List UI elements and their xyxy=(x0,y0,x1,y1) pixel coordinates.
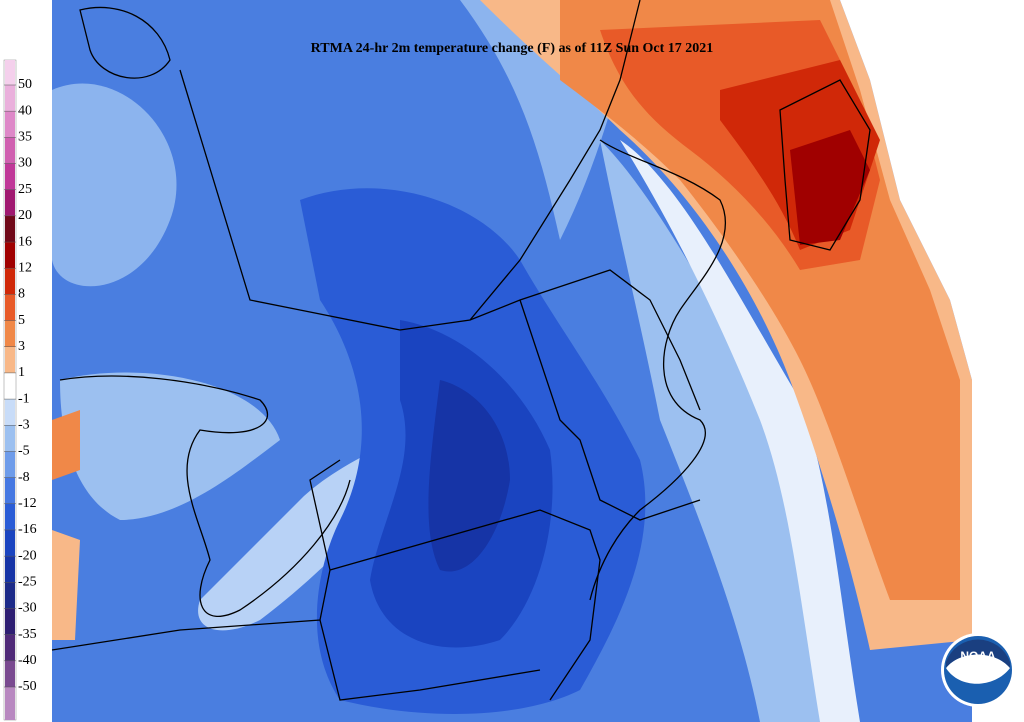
coastline xyxy=(779,79,871,251)
colorbar-swatch xyxy=(5,582,15,609)
colorbar-label: 1 xyxy=(18,365,25,380)
border xyxy=(319,619,541,701)
colorbar-label: 3 xyxy=(18,339,25,354)
coastline xyxy=(59,375,351,617)
noaa-logo: NOAA xyxy=(941,633,1015,707)
colorbar-label: 50 xyxy=(18,77,32,92)
colorbar-swatch xyxy=(5,268,15,295)
colorbar-swatch xyxy=(5,687,15,720)
colorbar-swatch xyxy=(5,399,15,426)
colorbar-swatch xyxy=(5,111,15,138)
area xyxy=(52,530,80,640)
colorbar-label: -50 xyxy=(18,679,37,694)
colorbar-label: 16 xyxy=(18,234,32,249)
area xyxy=(52,83,177,287)
colorbar-label: -35 xyxy=(18,627,37,642)
colorbar-label: -1 xyxy=(18,391,30,406)
colorbar-label: -30 xyxy=(18,601,37,616)
colorbar-swatch xyxy=(5,634,15,661)
area xyxy=(840,0,1024,722)
colorbar-label: -3 xyxy=(18,417,30,432)
colorbar-swatch xyxy=(5,320,15,347)
colorbar-label: -20 xyxy=(18,548,37,563)
map xyxy=(51,0,1024,722)
colorbar-label: -8 xyxy=(18,470,30,485)
colorbar-label: -40 xyxy=(18,653,37,668)
colorbar-swatch xyxy=(5,60,15,85)
colorbar-swatch xyxy=(5,556,15,583)
colorbar-label: 20 xyxy=(18,208,32,223)
logo-bird xyxy=(946,654,1010,684)
colorbar-swatch xyxy=(5,477,15,504)
colorbar-label: 30 xyxy=(18,156,32,171)
colorbar-swatch xyxy=(5,294,15,321)
border xyxy=(329,509,601,701)
colorbar-swatch xyxy=(5,425,15,452)
colorbar-label: -25 xyxy=(18,575,37,590)
area xyxy=(600,140,850,722)
colorbar-swatch xyxy=(5,372,15,400)
colorbar-label: 35 xyxy=(18,130,32,145)
colorbar-swatch xyxy=(5,215,15,243)
colorbar-label: 40 xyxy=(18,103,32,118)
colorbar-label: -16 xyxy=(18,522,37,537)
border xyxy=(179,0,641,331)
colorbar-label: 8 xyxy=(18,287,25,302)
colorbar-swatch xyxy=(5,451,15,478)
colorbar-label: 5 xyxy=(18,313,25,328)
colorbar-swatch xyxy=(5,137,15,164)
colorbar-swatch xyxy=(5,529,15,557)
logo-text: NOAA xyxy=(960,649,996,663)
area xyxy=(620,140,860,722)
colorbar-swatch xyxy=(5,608,15,635)
colorbar-swatch xyxy=(5,189,15,216)
colorbar-swatch xyxy=(5,503,15,530)
colorbar-swatch xyxy=(5,346,15,373)
map-title: RTMA 24-hr 2m temperature change (F) as … xyxy=(311,41,714,56)
area xyxy=(52,410,80,480)
colorbar-swatch xyxy=(5,660,15,687)
colorbar-swatch xyxy=(5,242,15,269)
border xyxy=(51,459,341,651)
coastline xyxy=(79,6,171,79)
colorbar-label: -5 xyxy=(18,444,30,459)
colorbar-swatch xyxy=(5,85,15,112)
area xyxy=(428,380,510,572)
logo-top xyxy=(946,639,1010,668)
border xyxy=(519,299,701,521)
coastline xyxy=(589,139,727,601)
colorbar: 50 40 35 30 25 20 16 12 8 5 3 1 -1 -3 -5 -8 -12 -16 -20 -25… xyxy=(3,59,37,721)
area xyxy=(60,372,280,520)
colorbar-swatch xyxy=(5,163,15,190)
colorbar-label: -12 xyxy=(18,496,37,511)
colorbar-label: 12 xyxy=(18,260,32,275)
colorbar-label: 25 xyxy=(18,182,32,197)
